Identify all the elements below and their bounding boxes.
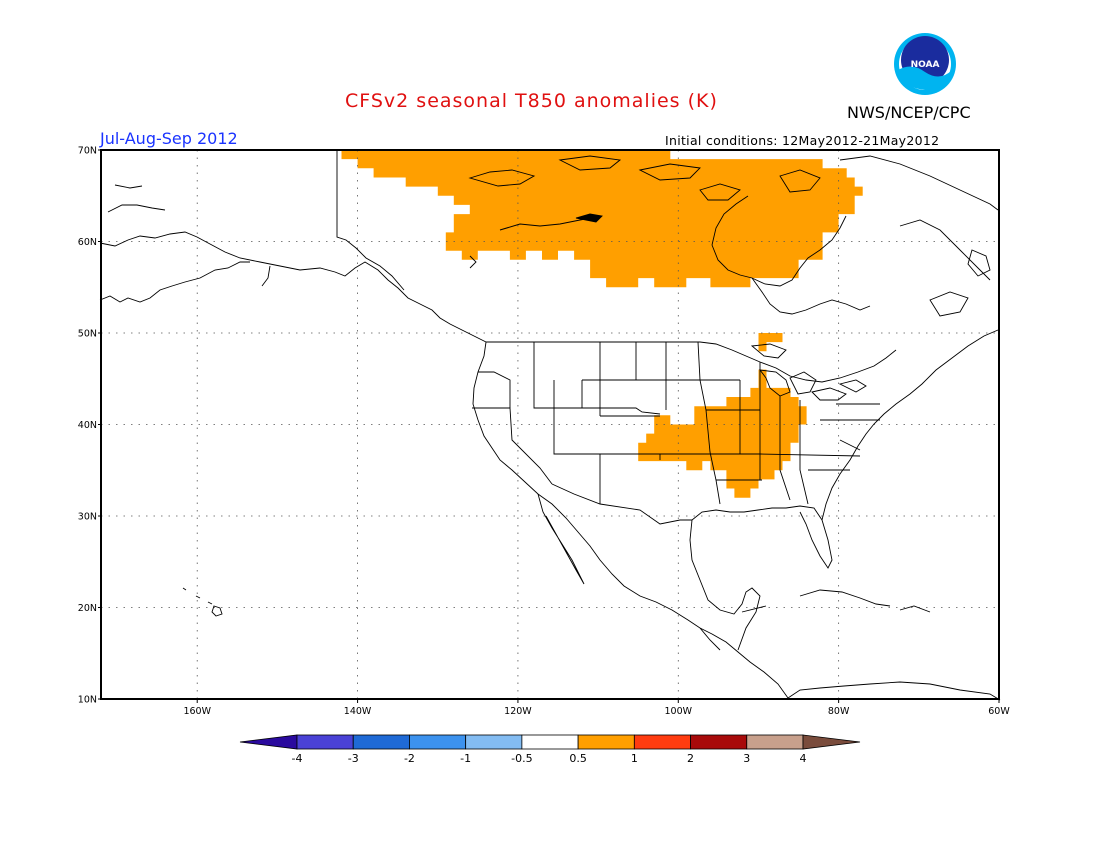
colorbar-max-arrow (802, 734, 861, 750)
colorbar-min-arrow (239, 734, 298, 750)
colorbar-swatch (352, 734, 410, 750)
lat-tick-label: 30N (78, 512, 97, 523)
colorbar-label: -3 (348, 752, 359, 765)
lon-tick-label: 80W (828, 706, 850, 717)
agency-label: NWS/NCEP/CPC (847, 103, 971, 122)
figure-title: CFSv2 seasonal T850 anomalies (K) (345, 90, 718, 112)
lat-tick-label: 50N (78, 329, 97, 340)
colorbar-swatch (409, 734, 467, 750)
coastlines-and-borders (99, 150, 1001, 701)
colorbar-label: 1 (631, 752, 638, 765)
colorbar-swatch (521, 734, 579, 750)
colorbar-label: 4 (800, 752, 807, 765)
colorbar-legend: -4 -3 -2 -1 -0.5 0.5 1 2 3 4 (239, 734, 861, 765)
lat-tick-label: 70N (78, 146, 97, 157)
lat-tick-label: 20N (78, 603, 97, 614)
northern-canada-anomaly (341, 150, 863, 288)
colorbar-swatch (690, 734, 748, 750)
colorbar-swatch (746, 734, 804, 750)
colorbar-label: -0.5 (511, 752, 532, 765)
lon-tick-label: 120W (504, 706, 532, 717)
colorbar-label: 2 (687, 752, 694, 765)
lon-tick-label: 160W (183, 706, 211, 717)
colorbar-label: -4 (292, 752, 303, 765)
lon-tick-label: 60W (988, 706, 1010, 717)
colorbar-swatch (465, 734, 523, 750)
axis-labels: 160W 140W 120W 100W 80W 60W 70N 60N 50N 40N 30N 20N… (78, 146, 1011, 718)
noaa-logo-text: NOAA (911, 60, 940, 70)
central-us-anomaly (638, 369, 807, 498)
gridlines (101, 150, 999, 699)
colorbar-label: 0.5 (569, 752, 587, 765)
anomaly-layer (341, 150, 863, 498)
lat-tick-label: 60N (78, 237, 97, 248)
lat-tick-label: 40N (78, 420, 97, 431)
colorbar-label: 3 (743, 752, 750, 765)
colorbar-label: -1 (460, 752, 471, 765)
forecast-period-label: Jul-Aug-Sep 2012 (100, 129, 238, 148)
colorbar-swatch (296, 734, 354, 750)
map: 160W 140W 120W 100W 80W 60W 70N 60N 50N 40N 30N 20N… (78, 146, 1011, 718)
great-lakes-small-anomaly (758, 333, 783, 352)
lon-tick-label: 140W (344, 706, 372, 717)
noaa-logo-icon: NOAA (894, 33, 956, 95)
lat-tick-label: 10N (78, 695, 97, 706)
colorbar-label: -2 (404, 752, 415, 765)
initial-conditions-label: Initial conditions: 12May2012-21May2012 (665, 133, 940, 148)
lon-tick-label: 100W (665, 706, 693, 717)
colorbar-swatch (577, 734, 635, 750)
colorbar-swatch (633, 734, 691, 750)
